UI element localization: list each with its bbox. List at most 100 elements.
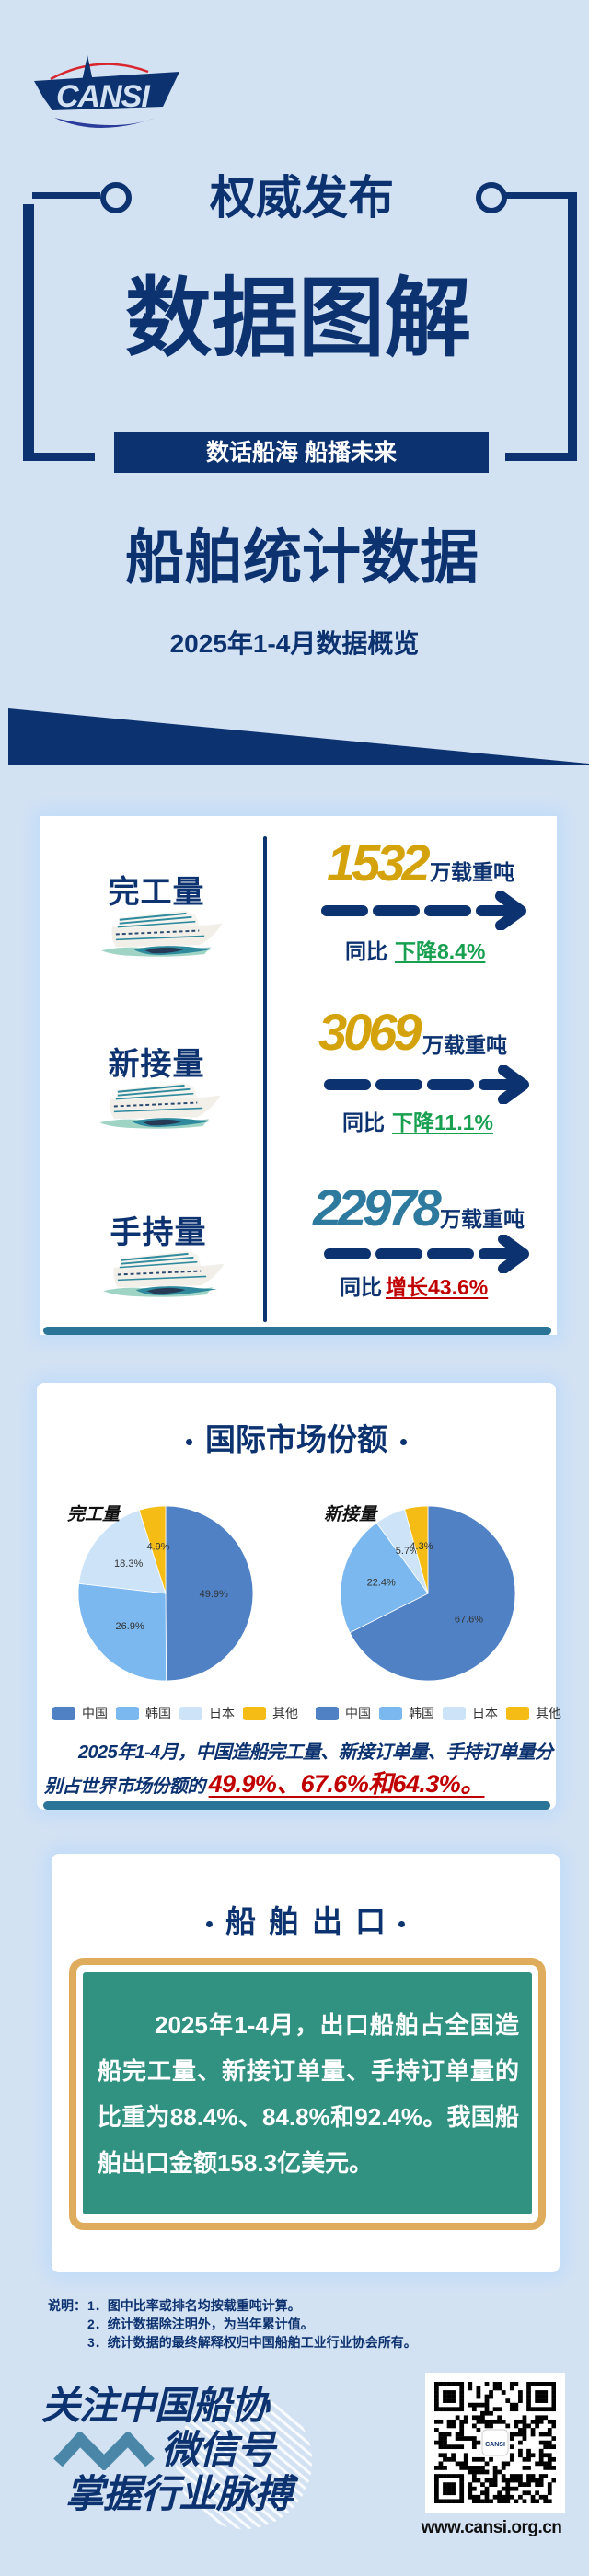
frame-top-right-line — [505, 192, 577, 199]
logo-text: CANSI — [56, 79, 151, 114]
legend-label: 中国 — [82, 1706, 108, 1720]
title-dot — [398, 1920, 405, 1927]
pie-data-label: 22.4% — [367, 1578, 396, 1589]
arrow-right-icon — [320, 891, 528, 930]
slogan-line-2: 微信号 — [161, 2428, 275, 2471]
pie-slice-韩国 — [77, 1582, 167, 1682]
qr-code[interactable]: CANSI — [425, 2373, 565, 2513]
pie-slice-其他 — [404, 1505, 429, 1594]
pie-slice-其他 — [138, 1505, 167, 1594]
cansi-logo: CANSI — [34, 55, 179, 128]
title-dot — [400, 1438, 407, 1445]
market-share-title: 国际市场份额 — [37, 1415, 556, 1459]
legend-label: 日本 — [472, 1706, 498, 1720]
ship-icon — [96, 1079, 223, 1130]
arrow-right-icon — [323, 1235, 531, 1273]
legend-label: 其他 — [272, 1706, 298, 1720]
legend-label: 中国 — [345, 1706, 371, 1720]
export-text: 2025年1-4月，出口船舶占全国造船完工量、新接订单量、手持订单量的比重为88… — [98, 2011, 519, 2177]
legend-swatch — [179, 1706, 202, 1720]
frame-right-line — [568, 192, 577, 461]
website-link[interactable]: www.cansi.org.cn — [421, 2518, 562, 2537]
pie-slice-韩国 — [340, 1522, 429, 1634]
market-share-title-text: 国际市场份额 — [205, 1422, 387, 1456]
legend-item: 日本 — [179, 1704, 235, 1722]
ship-icon — [98, 907, 225, 958]
pie-data-label: 5.7% — [396, 1546, 419, 1557]
title-dot — [206, 1920, 213, 1927]
legend-swatch — [379, 1706, 402, 1720]
volumes-card — [40, 816, 557, 1335]
arrow-right-icon — [323, 1065, 531, 1104]
pie-slice-中国 — [349, 1505, 516, 1682]
pie-data-label: 49.9% — [200, 1589, 228, 1600]
legend-swatch — [506, 1706, 529, 1720]
volume-value: 3069 — [318, 1003, 422, 1061]
frame-right-ring — [476, 182, 507, 213]
page-subheading: 2025年1-4月数据概览 — [169, 629, 420, 658]
pie-title: 新接量 — [324, 1504, 378, 1524]
summary-highlight: 49.9%、67.6%和64.3%。 — [208, 1770, 485, 1798]
chart-legend-completed: 中国 韩国 日本 其他 — [52, 1704, 306, 1722]
yoy-label: 同比 — [342, 1110, 385, 1134]
legend-item: 其他 — [506, 1704, 561, 1722]
chart-legend-new-orders: 中国 韩国 日本 其他 — [316, 1704, 570, 1722]
legend-swatch — [116, 1706, 139, 1720]
svg-text:CANSI: CANSI — [485, 2442, 505, 2448]
frame-left-ring — [100, 182, 132, 213]
frame-left-line — [23, 204, 34, 461]
page-heading: 船舶统计数据 — [125, 524, 479, 591]
market-share-card-bar — [43, 1801, 550, 1810]
qr-code-icon: CANSI — [434, 2382, 556, 2503]
striped-circle-decoration — [176, 2393, 312, 2529]
legend-label: 其他 — [536, 1706, 561, 1720]
legend-item: 中国 — [316, 1704, 371, 1722]
pie-title: 完工量 — [67, 1504, 121, 1524]
hero-banner: 数话船海 船播未来 — [114, 432, 489, 473]
volumes-divider — [263, 836, 267, 1322]
legend-item: 韩国 — [379, 1704, 434, 1722]
frame-bottom-left-line — [23, 453, 95, 461]
volume-unit: 万载重吨 — [430, 860, 514, 884]
notes: 说明： 1．图中比率或排名均按载重吨计算。 2．统计数据除注明外，为当年累计值。 … — [48, 2296, 417, 2352]
pie-slice-中国 — [165, 1505, 254, 1682]
legend-item: 其他 — [243, 1704, 298, 1722]
pie-data-label: 4.9% — [146, 1541, 169, 1552]
volume-unit: 万载重吨 — [440, 1207, 525, 1231]
ship-icon — [99, 1248, 226, 1298]
market-share-summary: 2025年1-4月，中国造船完工量、新接订单量、手持订单量分别占世界市场份额的 4… — [44, 1737, 560, 1802]
zigzag-icon — [53, 2432, 155, 2470]
volume-value: 22978 — [313, 1179, 442, 1236]
export-title-text: 船舶出口 — [225, 1904, 398, 1938]
legend-label: 韩国 — [409, 1706, 434, 1720]
legend-swatch — [52, 1706, 75, 1720]
pie-data-label: 18.3% — [114, 1558, 143, 1570]
yoy-label: 同比 — [340, 1275, 382, 1299]
hero-kicker: 权威发布 — [210, 172, 394, 224]
note-item: 2．统计数据除注明外，为当年累计值。 — [87, 2317, 314, 2331]
legend-label: 韩国 — [145, 1706, 171, 1720]
market-share-charts: 49.9% 26.9% 18.3%4.9% 完工量 67.6% 22.4% 5.7%4.3%… — [67, 1504, 516, 1682]
yoy-change: 增长43.6% — [386, 1275, 489, 1299]
yoy-change: 下降11.1% — [392, 1110, 493, 1134]
frame-top-left-line — [32, 192, 100, 199]
note-item: 1．图中比率或排名均按载重吨计算。 — [87, 2298, 301, 2313]
volumes-card-bar — [43, 1327, 551, 1335]
note-item: 3．统计数据的最终解释权归中国船舶工业行业协会所有。 — [87, 2335, 417, 2350]
title-dot — [186, 1438, 192, 1445]
legend-swatch — [316, 1706, 339, 1720]
slogan-line-1: 关注中国船协 — [41, 2384, 269, 2427]
pie-slice-日本 — [78, 1509, 167, 1594]
pie-data-label: 67.6% — [455, 1614, 483, 1625]
frame-bottom-right-line — [505, 453, 577, 461]
export-box — [83, 1972, 532, 2214]
legend-swatch — [443, 1706, 466, 1720]
notes-label: 说明： — [48, 2298, 87, 2313]
legend-item: 韩国 — [116, 1704, 171, 1722]
legend-item: 日本 — [443, 1704, 498, 1722]
pie-data-label: 26.9% — [116, 1621, 144, 1632]
legend-item: 中国 — [52, 1704, 108, 1722]
legend-swatch — [243, 1706, 266, 1720]
legend-label: 日本 — [209, 1706, 235, 1720]
volume-label: 手持量 — [110, 1215, 207, 1250]
